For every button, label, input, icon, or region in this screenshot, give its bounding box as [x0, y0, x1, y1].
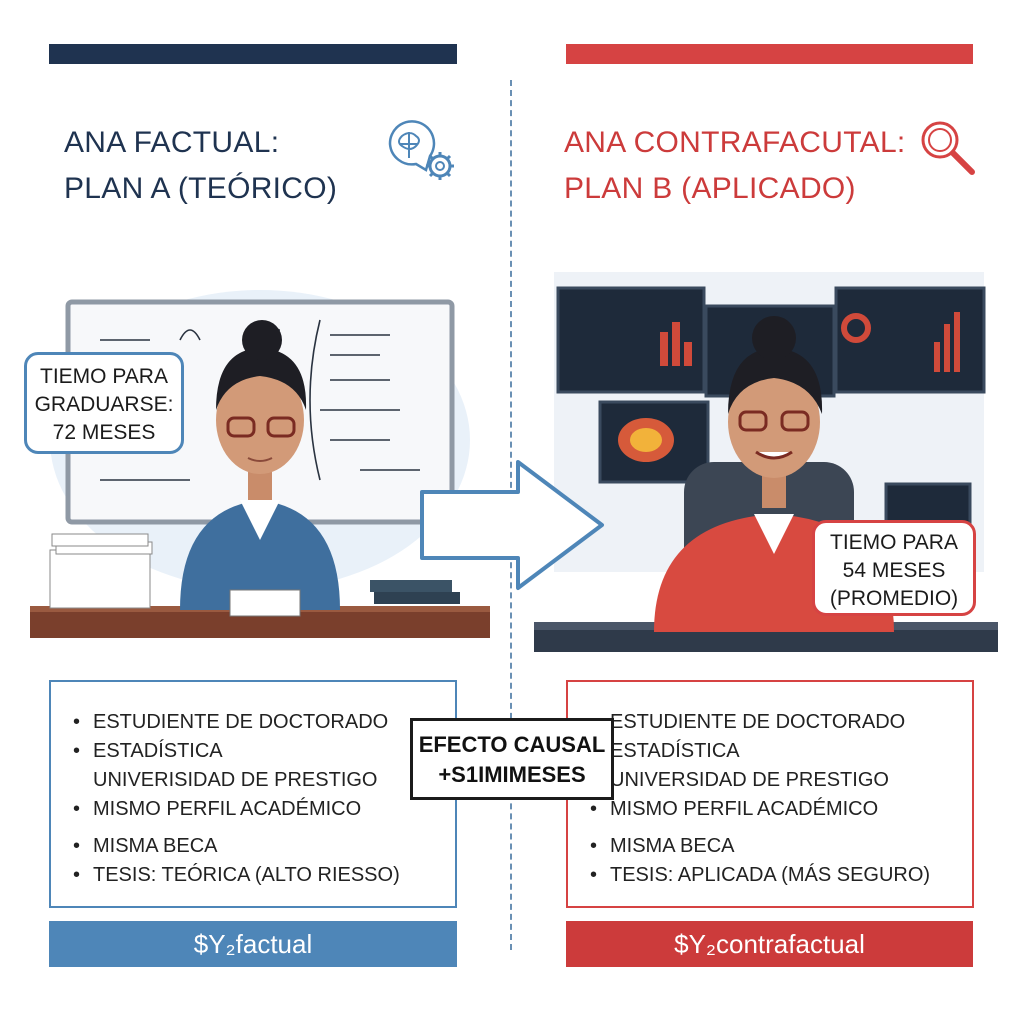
right-bullet-5: MISMA BECA — [568, 832, 972, 861]
left-speech-bubble: TIEMO PARA GRADUARSE: 72 MESES — [24, 352, 184, 454]
right-arrow-icon — [420, 460, 604, 590]
left-bullet-list: ESTUDIENTE DE DOCTORADO ESTADÍSTICA UNIV… — [51, 708, 455, 890]
right-title: ANA CONTRAFACUTAL: PLAN B (APLICADO) — [564, 120, 906, 212]
left-bullet-3: UNIVERISIDAD DE PRESTIGO — [93, 769, 378, 791]
left-bubble-line3: 72 MESES — [52, 421, 156, 444]
right-bullet-6: TESIS: APLICADA (MÁS SEGURO) — [568, 861, 972, 890]
right-info-box: ESTUDIENTE DE DOCTORADO ESTADÍSTICA UNIV… — [566, 680, 974, 908]
right-scene-svg — [534, 272, 998, 652]
causal-effect-box: EFECTO CAUSAL +S1IMIMESES — [410, 718, 614, 800]
left-bullet-2: ESTADÍSTICA — [51, 737, 455, 766]
right-bubble-line1: TIEMO PARA — [830, 531, 958, 554]
right-speech-bubble: TIEMO PARA 54 MESES (PROMEDIO) — [812, 520, 976, 616]
right-footer-bar: $Y₂contrafactual — [566, 921, 973, 967]
right-bubble-line2: 54 MESES — [842, 559, 946, 582]
causal-effect-line1: EFECTO CAUSAL — [418, 732, 606, 757]
left-bullet-5: MISMA BECA — [51, 832, 455, 861]
left-title-line1: ANA FACTUAL: — [64, 126, 280, 159]
left-footer-bar: $Y₂factual — [49, 921, 457, 967]
left-bullet-1: ESTUDIENTE DE DOCTORADO — [51, 708, 455, 737]
right-bullet-list: ESTUDIENTE DE DOCTORADO ESTADÍSTICA UNIV… — [568, 708, 972, 890]
left-scene-svg — [30, 290, 490, 638]
left-top-bar — [49, 44, 457, 64]
right-bullet-3: UNIVERSIDAD DE PRESTIGO — [610, 769, 889, 791]
left-bubble-line2: GRADUARSE: — [34, 393, 174, 416]
left-info-box: ESTUDIENTE DE DOCTORADO ESTADÍSTICA UNIV… — [49, 680, 457, 908]
right-top-bar — [566, 44, 973, 64]
left-title-line2: PLAN A (TEÓRICO) — [64, 172, 338, 205]
left-illustration — [30, 280, 490, 650]
left-bullet-6: TESIS: TEÓRICA (ALTO RIESSO) — [51, 861, 455, 890]
right-bullet-1: ESTUDIENTE DE DOCTORADO — [568, 708, 972, 737]
right-illustration — [534, 262, 998, 656]
right-bullet-2: ESTADÍSTICA — [568, 737, 972, 766]
brain-gear-icon — [388, 120, 454, 180]
magnifier-icon — [921, 121, 975, 175]
right-title-line2: PLAN B (APLICADO) — [564, 172, 856, 205]
left-title: ANA FACTUAL: PLAN A (TEÓRICO) — [64, 120, 337, 212]
right-bubble-line3: (PROMEDIO) — [829, 587, 959, 610]
causal-effect-line2: +S1IMIMESES — [438, 762, 586, 787]
right-footer-label: $Y₂contrafactual — [674, 929, 865, 959]
right-bullet-4: MISMO PERFIL ACADÉMICO — [568, 795, 972, 824]
left-bubble-line1: TIEMO PARA — [40, 365, 168, 388]
left-bullet-4: MISMO PERFIL ACADÉMICO — [51, 795, 455, 824]
left-footer-label: $Y₂factual — [193, 929, 313, 959]
right-title-line1: ANA CONTRAFACUTAL: — [564, 126, 906, 159]
